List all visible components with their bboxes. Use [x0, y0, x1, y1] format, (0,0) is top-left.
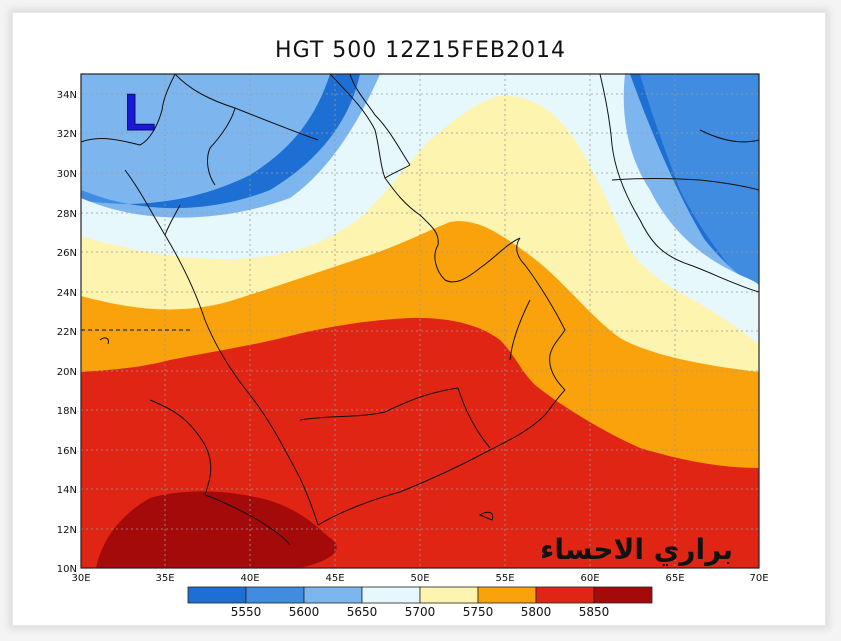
x-tick-label: 40E: [240, 573, 259, 584]
x-tick-label: 65E: [665, 573, 684, 584]
colorbar-swatch: [535, 586, 595, 604]
y-axis-labels: 34N 32N 30N 28N 26N 24N 22N 20N 18N 16N …: [57, 90, 77, 575]
x-tick-label: 70E: [749, 573, 768, 584]
colorbar: [187, 586, 653, 604]
colorbar-label: 5650: [347, 605, 378, 619]
map-title: HGT 500 12Z15FEB2014: [275, 38, 566, 63]
y-tick-label: 20N: [57, 367, 77, 378]
colorbar-swatch: [419, 586, 479, 604]
colorbar-swatch: [361, 586, 421, 604]
y-tick-label: 26N: [57, 248, 77, 259]
coastlines-borders: [81, 74, 759, 546]
x-tick-label: 50E: [410, 573, 429, 584]
x-tick-label: 55E: [495, 573, 514, 584]
colorbar-swatch: [187, 586, 247, 604]
band-5900: [96, 491, 337, 568]
x-tick-label: 60E: [580, 573, 599, 584]
x-axis-labels: 30E 35E 40E 45E 50E 55E 60E 65E 70E: [71, 573, 768, 584]
y-tick-label: 18N: [57, 406, 77, 417]
x-tick-label: 30E: [71, 573, 90, 584]
colorbar-label: 5850: [579, 605, 610, 619]
colorbar-swatch: [303, 586, 363, 604]
y-tick-label: 30N: [57, 169, 77, 180]
y-tick-label: 14N: [57, 485, 77, 496]
y-tick-label: 24N: [57, 288, 77, 299]
y-tick-label: 16N: [57, 446, 77, 457]
colorbar-swatch: [593, 586, 653, 604]
plot-border: [80, 73, 760, 569]
x-tick-label: 45E: [325, 573, 344, 584]
y-tick-label: 12N: [57, 525, 77, 536]
colorbar-labels: 5550 5600 5650 5700 5750 5800 5850: [231, 605, 610, 619]
y-tick-label: 10N: [57, 564, 77, 575]
contour-fills: [81, 74, 759, 568]
watermark-text: براري الاحساء: [540, 533, 734, 566]
colorbar-label: 5550: [231, 605, 262, 619]
y-tick-label: 34N: [57, 90, 77, 101]
colorbar-label: 5750: [463, 605, 494, 619]
colorbar-label: 5600: [289, 605, 320, 619]
y-tick-label: 28N: [57, 209, 77, 220]
colorbar-swatch: [477, 586, 537, 604]
colorbar-label: 5800: [521, 605, 552, 619]
grid-lines: [81, 74, 759, 568]
colorbar-label: 5700: [405, 605, 436, 619]
low-pressure-marker: L: [124, 84, 156, 142]
colorbar-swatch: [245, 586, 305, 604]
x-tick-label: 35E: [155, 573, 174, 584]
y-tick-label: 22N: [57, 327, 77, 338]
y-tick-label: 32N: [57, 129, 77, 140]
